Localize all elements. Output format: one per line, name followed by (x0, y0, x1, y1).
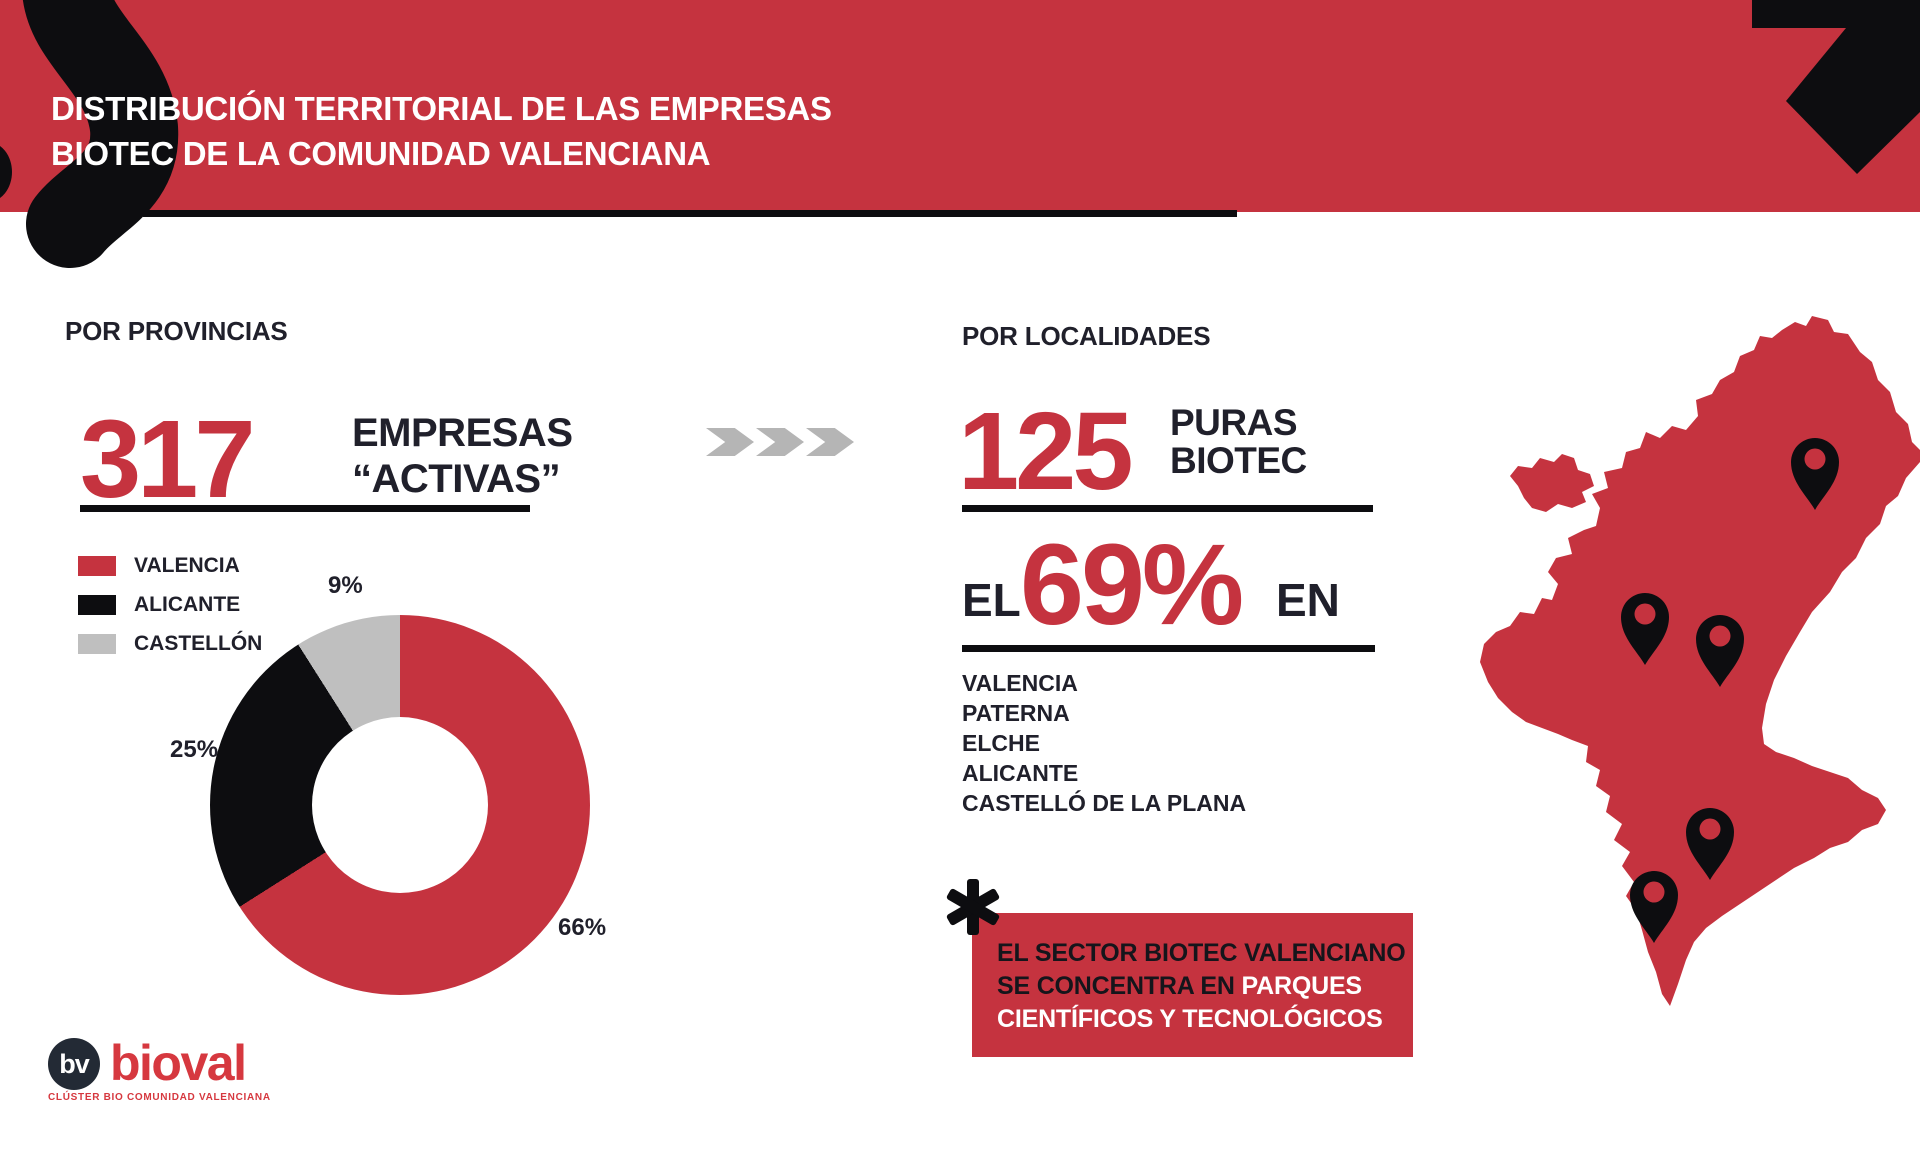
legend-item-valencia: VALENCIA (78, 546, 262, 585)
legend-label: ALICANTE (134, 592, 241, 616)
map-exclave-shape (1510, 454, 1594, 512)
legend-swatch-valencia (78, 555, 116, 576)
bioval-logo-initials: bv (59, 1048, 89, 1079)
legend-item-alicante: ALICANTE (78, 585, 262, 624)
donut-label-castellon: 9% (328, 572, 363, 599)
stat-pure-biotec: 125 (958, 390, 1134, 513)
note-box: EL SECTOR BIOTEC VALENCIANO SE CONCENTRA… (972, 913, 1413, 1057)
note-line1: EL SECTOR BIOTEC VALENCIANO (997, 939, 1406, 967)
legend-item-castellon: CASTELLÓN (78, 624, 262, 663)
bioval-logo-tagline: CLÚSTER BIO COMUNIDAD VALENCIANA (48, 1092, 271, 1103)
caption-line1: EMPRESAS (352, 411, 573, 455)
city-item: CASTELLÓ DE LA PLANA (962, 790, 1247, 816)
stat-total-companies: 317 (80, 398, 256, 521)
section-label-provinces: POR PROVINCIAS (65, 316, 288, 346)
map-region-shape (1480, 316, 1920, 1006)
caption-line1: PURAS (1170, 402, 1298, 443)
city-item: ELCHE (962, 730, 1040, 756)
map-pin-alicante (1686, 808, 1734, 880)
city-list: VALENCIA PATERNA ELCHE ALICANTE CASTELLÓ… (962, 668, 1246, 818)
swoosh-decoration-icon (0, 0, 179, 268)
donut-label-valencia: 66% (558, 914, 607, 941)
divider-rule (80, 505, 530, 512)
caption-line2: BIOTEC (1170, 440, 1307, 481)
city-item: ALICANTE (962, 760, 1079, 786)
legend-label: CASTELLÓN (134, 631, 263, 655)
stat-pure-biotec-caption: PURAS BIOTEC (1170, 404, 1307, 480)
header-band (0, 0, 1920, 212)
page-title-line2: BIOTEC DE LA COMUNIDAD VALENCIANA (51, 135, 711, 172)
divider-rule (962, 645, 1375, 652)
city-item: PATERNA (962, 700, 1070, 726)
header-underline (143, 210, 1237, 217)
map-pin-paterna (1621, 593, 1669, 665)
share-percentage: 69% (1020, 521, 1244, 649)
legend-label: VALENCIA (134, 553, 240, 577)
bioval-logo-name: bioval (110, 1035, 247, 1091)
comunidad-valenciana-map (1480, 316, 1920, 1006)
section-label-localities: POR LOCALIDADES (962, 321, 1211, 351)
bioval-logo-icon: bv (48, 1038, 100, 1090)
legend-swatch-castellon (78, 633, 116, 654)
donut-label-alicante: 25% (170, 736, 219, 763)
share-prefix: EL (962, 574, 1021, 626)
share-suffix: EN (1276, 574, 1340, 626)
note-line3: CIENTÍFICOS Y TECNOLÓGICOS (997, 1005, 1383, 1033)
donut-chart (210, 615, 590, 995)
note-line2: SE CONCENTRA EN PARQUES (997, 970, 1413, 1003)
page-title-line1: DISTRIBUCIÓN TERRITORIAL DE LAS EMPRESAS (51, 90, 832, 127)
city-item: VALENCIA (962, 670, 1078, 696)
asterisk-icon (946, 879, 1000, 935)
chevron-right-icon (806, 428, 854, 456)
note-line2-dark: SE CONCENTRA EN (997, 972, 1242, 1000)
flow-chevrons-icon (706, 428, 856, 456)
map-pin-elche (1630, 871, 1678, 943)
donut-chart-hole (312, 717, 488, 893)
corner-arrow-icon (1752, 0, 1920, 174)
note-line2-light: PARQUES (1241, 972, 1363, 1000)
divider-rule (962, 505, 1373, 512)
donut-legend: VALENCIA ALICANTE CASTELLÓN (78, 546, 262, 663)
page-title: DISTRIBUCIÓN TERRITORIAL DE LAS EMPRESAS… (51, 86, 832, 176)
stat-total-companies-caption: EMPRESAS “ACTIVAS” (352, 410, 573, 502)
caption-line2: “ACTIVAS” (352, 457, 561, 501)
map-pin-valencia (1696, 615, 1744, 687)
legend-swatch-alicante (78, 594, 116, 615)
chevron-right-icon (706, 428, 754, 456)
chevron-right-icon (756, 428, 804, 456)
map-pin-castellon (1791, 438, 1839, 510)
